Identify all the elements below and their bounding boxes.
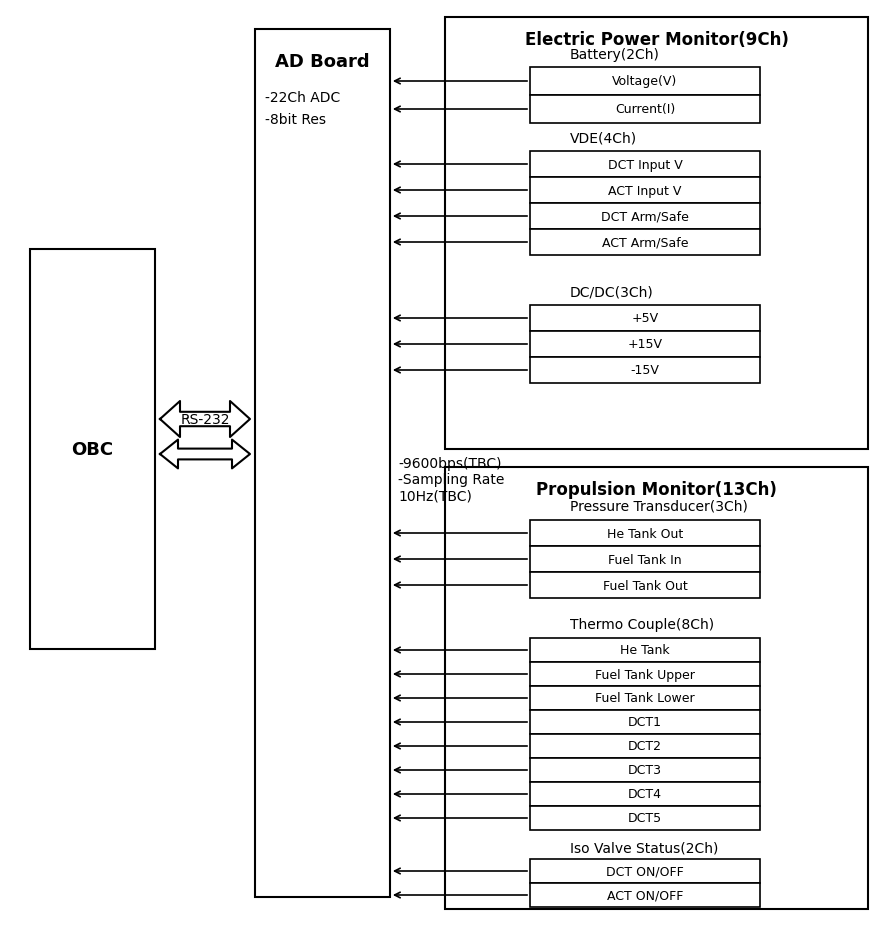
Text: OBC: OBC [72, 440, 113, 459]
Text: DCT1: DCT1 [628, 716, 662, 729]
Text: DCT Arm/Safe: DCT Arm/Safe [601, 210, 689, 223]
Text: Voltage(V): Voltage(V) [613, 75, 678, 88]
Bar [255, 30, 390, 897]
Bar [530, 178, 760, 204]
Bar [530, 806, 760, 830]
Text: VDE(4Ch): VDE(4Ch) [570, 131, 637, 145]
Text: +15V: +15V [628, 338, 662, 351]
Bar [530, 686, 760, 710]
Text: He Tank: He Tank [621, 644, 670, 657]
Polygon shape [160, 401, 250, 438]
Bar [530, 758, 760, 782]
Text: ACT ON/OFF: ACT ON/OFF [606, 889, 683, 902]
Text: RS-232: RS-232 [180, 413, 230, 426]
Bar [530, 710, 760, 734]
Bar [530, 152, 760, 178]
Text: ACT Arm/Safe: ACT Arm/Safe [602, 236, 689, 249]
Bar [530, 230, 760, 256]
Text: -22Ch ADC: -22Ch ADC [265, 91, 340, 105]
Text: Fuel Tank Lower: Fuel Tank Lower [595, 692, 695, 705]
Bar [530, 883, 760, 907]
Text: Electric Power Monitor(9Ch): Electric Power Monitor(9Ch) [524, 31, 789, 49]
Text: DCT3: DCT3 [628, 764, 662, 777]
Text: Fuel Tank Upper: Fuel Tank Upper [595, 667, 695, 680]
Bar [530, 95, 760, 124]
Text: Fuel Tank In: Fuel Tank In [608, 552, 682, 565]
Bar [530, 859, 760, 883]
Bar [530, 358, 760, 384]
Text: ACT Input V: ACT Input V [608, 184, 682, 197]
Text: Fuel Tank Out: Fuel Tank Out [603, 578, 688, 591]
Text: -15V: -15V [630, 364, 659, 377]
Bar [30, 249, 155, 649]
Text: +5V: +5V [631, 312, 659, 325]
Text: Thermo Couple(8Ch): Thermo Couple(8Ch) [570, 617, 714, 631]
Bar [530, 782, 760, 806]
Polygon shape [160, 440, 250, 469]
Text: Pressure Transducer(3Ch): Pressure Transducer(3Ch) [570, 500, 748, 514]
Text: AD Board: AD Board [275, 53, 370, 71]
Bar [530, 68, 760, 95]
Text: Propulsion Monitor(13Ch): Propulsion Monitor(13Ch) [536, 480, 777, 499]
Text: DCT ON/OFF: DCT ON/OFF [606, 865, 684, 878]
Bar [530, 572, 760, 598]
Bar [445, 18, 868, 450]
Text: Current(I): Current(I) [615, 104, 675, 117]
Bar [530, 546, 760, 572]
Text: -8bit Res: -8bit Res [265, 113, 326, 127]
Bar [530, 734, 760, 758]
Bar [530, 204, 760, 230]
Text: He Tank Out: He Tank Out [607, 527, 683, 540]
Text: Iso Valve Status(2Ch): Iso Valve Status(2Ch) [570, 840, 719, 854]
Bar [530, 639, 760, 662]
Bar [530, 662, 760, 686]
Text: -9600bps(TBC)
-Sampling Rate
10Hz(TBC): -9600bps(TBC) -Sampling Rate 10Hz(TBC) [398, 456, 505, 502]
Text: DCT Input V: DCT Input V [607, 159, 682, 171]
Text: DC/DC(3Ch): DC/DC(3Ch) [570, 285, 654, 298]
Bar [530, 520, 760, 546]
Bar [445, 467, 868, 909]
Text: Battery(2Ch): Battery(2Ch) [570, 48, 659, 62]
Text: DCT4: DCT4 [628, 788, 662, 801]
Text: DCT5: DCT5 [628, 812, 662, 825]
Bar [530, 306, 760, 332]
Bar [530, 332, 760, 358]
Text: DCT2: DCT2 [628, 740, 662, 753]
